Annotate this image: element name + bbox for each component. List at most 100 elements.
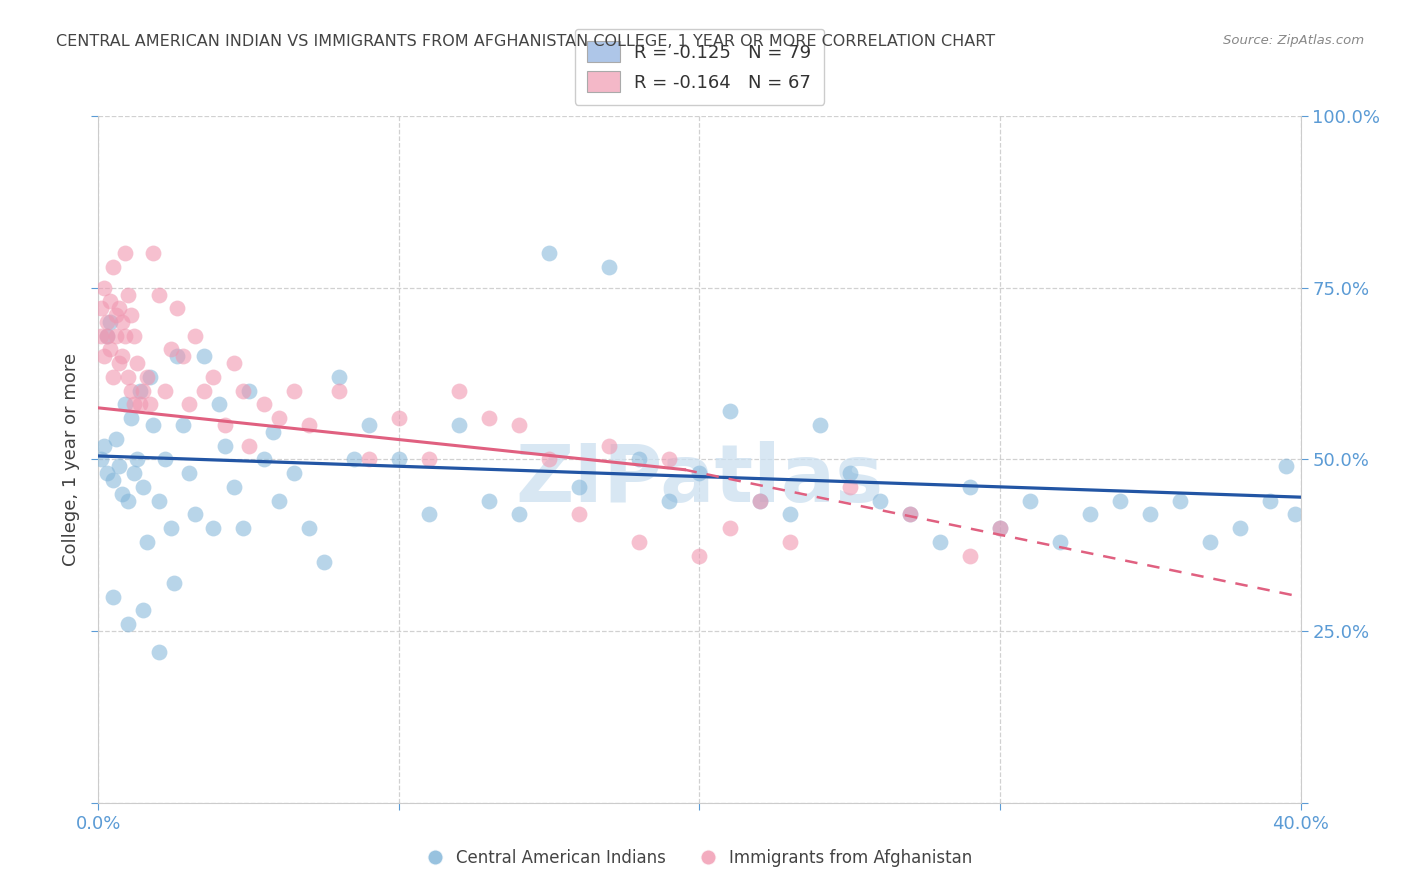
Point bbox=[929, 534, 952, 549]
Point bbox=[1170, 493, 1192, 508]
Point bbox=[108, 301, 131, 316]
Point bbox=[117, 617, 139, 632]
Point bbox=[96, 466, 118, 480]
Point bbox=[658, 493, 681, 508]
Point bbox=[959, 480, 981, 494]
Point bbox=[153, 384, 176, 398]
Point bbox=[114, 246, 136, 260]
Point bbox=[208, 397, 231, 411]
Point bbox=[232, 521, 254, 535]
Point bbox=[214, 439, 236, 453]
Point bbox=[1049, 534, 1071, 549]
Point bbox=[90, 301, 112, 316]
Point bbox=[108, 356, 131, 370]
Point bbox=[105, 432, 128, 446]
Point bbox=[103, 590, 125, 604]
Point bbox=[93, 350, 115, 364]
Point bbox=[262, 425, 284, 439]
Point bbox=[328, 370, 350, 384]
Point bbox=[658, 452, 681, 467]
Point bbox=[193, 350, 215, 364]
Point bbox=[598, 439, 620, 453]
Point bbox=[121, 308, 143, 322]
Y-axis label: College, 1 year or more: College, 1 year or more bbox=[62, 353, 80, 566]
Point bbox=[357, 452, 380, 467]
Point bbox=[598, 260, 620, 274]
Point bbox=[538, 246, 561, 260]
Point bbox=[779, 508, 801, 522]
Text: Source: ZipAtlas.com: Source: ZipAtlas.com bbox=[1223, 34, 1364, 47]
Point bbox=[96, 328, 118, 343]
Point bbox=[132, 384, 155, 398]
Point bbox=[105, 308, 128, 322]
Point bbox=[988, 521, 1011, 535]
Point bbox=[1260, 493, 1282, 508]
Point bbox=[201, 370, 224, 384]
Point bbox=[838, 480, 860, 494]
Point bbox=[172, 350, 194, 364]
Point bbox=[298, 521, 321, 535]
Point bbox=[124, 397, 146, 411]
Point bbox=[1078, 508, 1101, 522]
Point bbox=[135, 534, 157, 549]
Point bbox=[127, 452, 149, 467]
Point bbox=[148, 645, 170, 659]
Point bbox=[117, 493, 139, 508]
Point bbox=[148, 287, 170, 301]
Point bbox=[312, 555, 335, 570]
Point bbox=[132, 603, 155, 617]
Point bbox=[153, 452, 176, 467]
Point bbox=[222, 356, 245, 370]
Point bbox=[129, 397, 152, 411]
Point bbox=[898, 508, 921, 522]
Point bbox=[93, 439, 115, 453]
Point bbox=[568, 508, 591, 522]
Point bbox=[90, 452, 112, 467]
Point bbox=[141, 417, 163, 433]
Point bbox=[183, 328, 205, 343]
Point bbox=[111, 315, 134, 329]
Point bbox=[177, 397, 200, 411]
Point bbox=[111, 487, 134, 501]
Point bbox=[148, 493, 170, 508]
Point bbox=[108, 459, 131, 474]
Point bbox=[96, 315, 118, 329]
Point bbox=[105, 328, 128, 343]
Point bbox=[418, 452, 440, 467]
Point bbox=[869, 493, 891, 508]
Point bbox=[138, 397, 160, 411]
Point bbox=[1284, 508, 1306, 522]
Point bbox=[103, 370, 125, 384]
Point bbox=[267, 493, 290, 508]
Point bbox=[121, 384, 143, 398]
Point bbox=[689, 549, 711, 563]
Point bbox=[100, 315, 122, 329]
Point bbox=[298, 417, 321, 433]
Point bbox=[779, 534, 801, 549]
Point bbox=[166, 350, 188, 364]
Point bbox=[127, 356, 149, 370]
Point bbox=[253, 452, 276, 467]
Point bbox=[232, 384, 254, 398]
Point bbox=[177, 466, 200, 480]
Point bbox=[90, 328, 112, 343]
Point bbox=[100, 343, 122, 357]
Point bbox=[159, 521, 181, 535]
Point bbox=[121, 411, 143, 425]
Point bbox=[1019, 493, 1042, 508]
Point bbox=[253, 397, 276, 411]
Point bbox=[117, 287, 139, 301]
Point bbox=[478, 411, 501, 425]
Text: ZIPatlas: ZIPatlas bbox=[516, 441, 883, 519]
Point bbox=[114, 397, 136, 411]
Point bbox=[141, 246, 163, 260]
Point bbox=[103, 260, 125, 274]
Point bbox=[508, 508, 530, 522]
Point bbox=[568, 480, 591, 494]
Point bbox=[538, 452, 561, 467]
Point bbox=[988, 521, 1011, 535]
Point bbox=[114, 328, 136, 343]
Point bbox=[93, 281, 115, 295]
Point bbox=[111, 350, 134, 364]
Point bbox=[222, 480, 245, 494]
